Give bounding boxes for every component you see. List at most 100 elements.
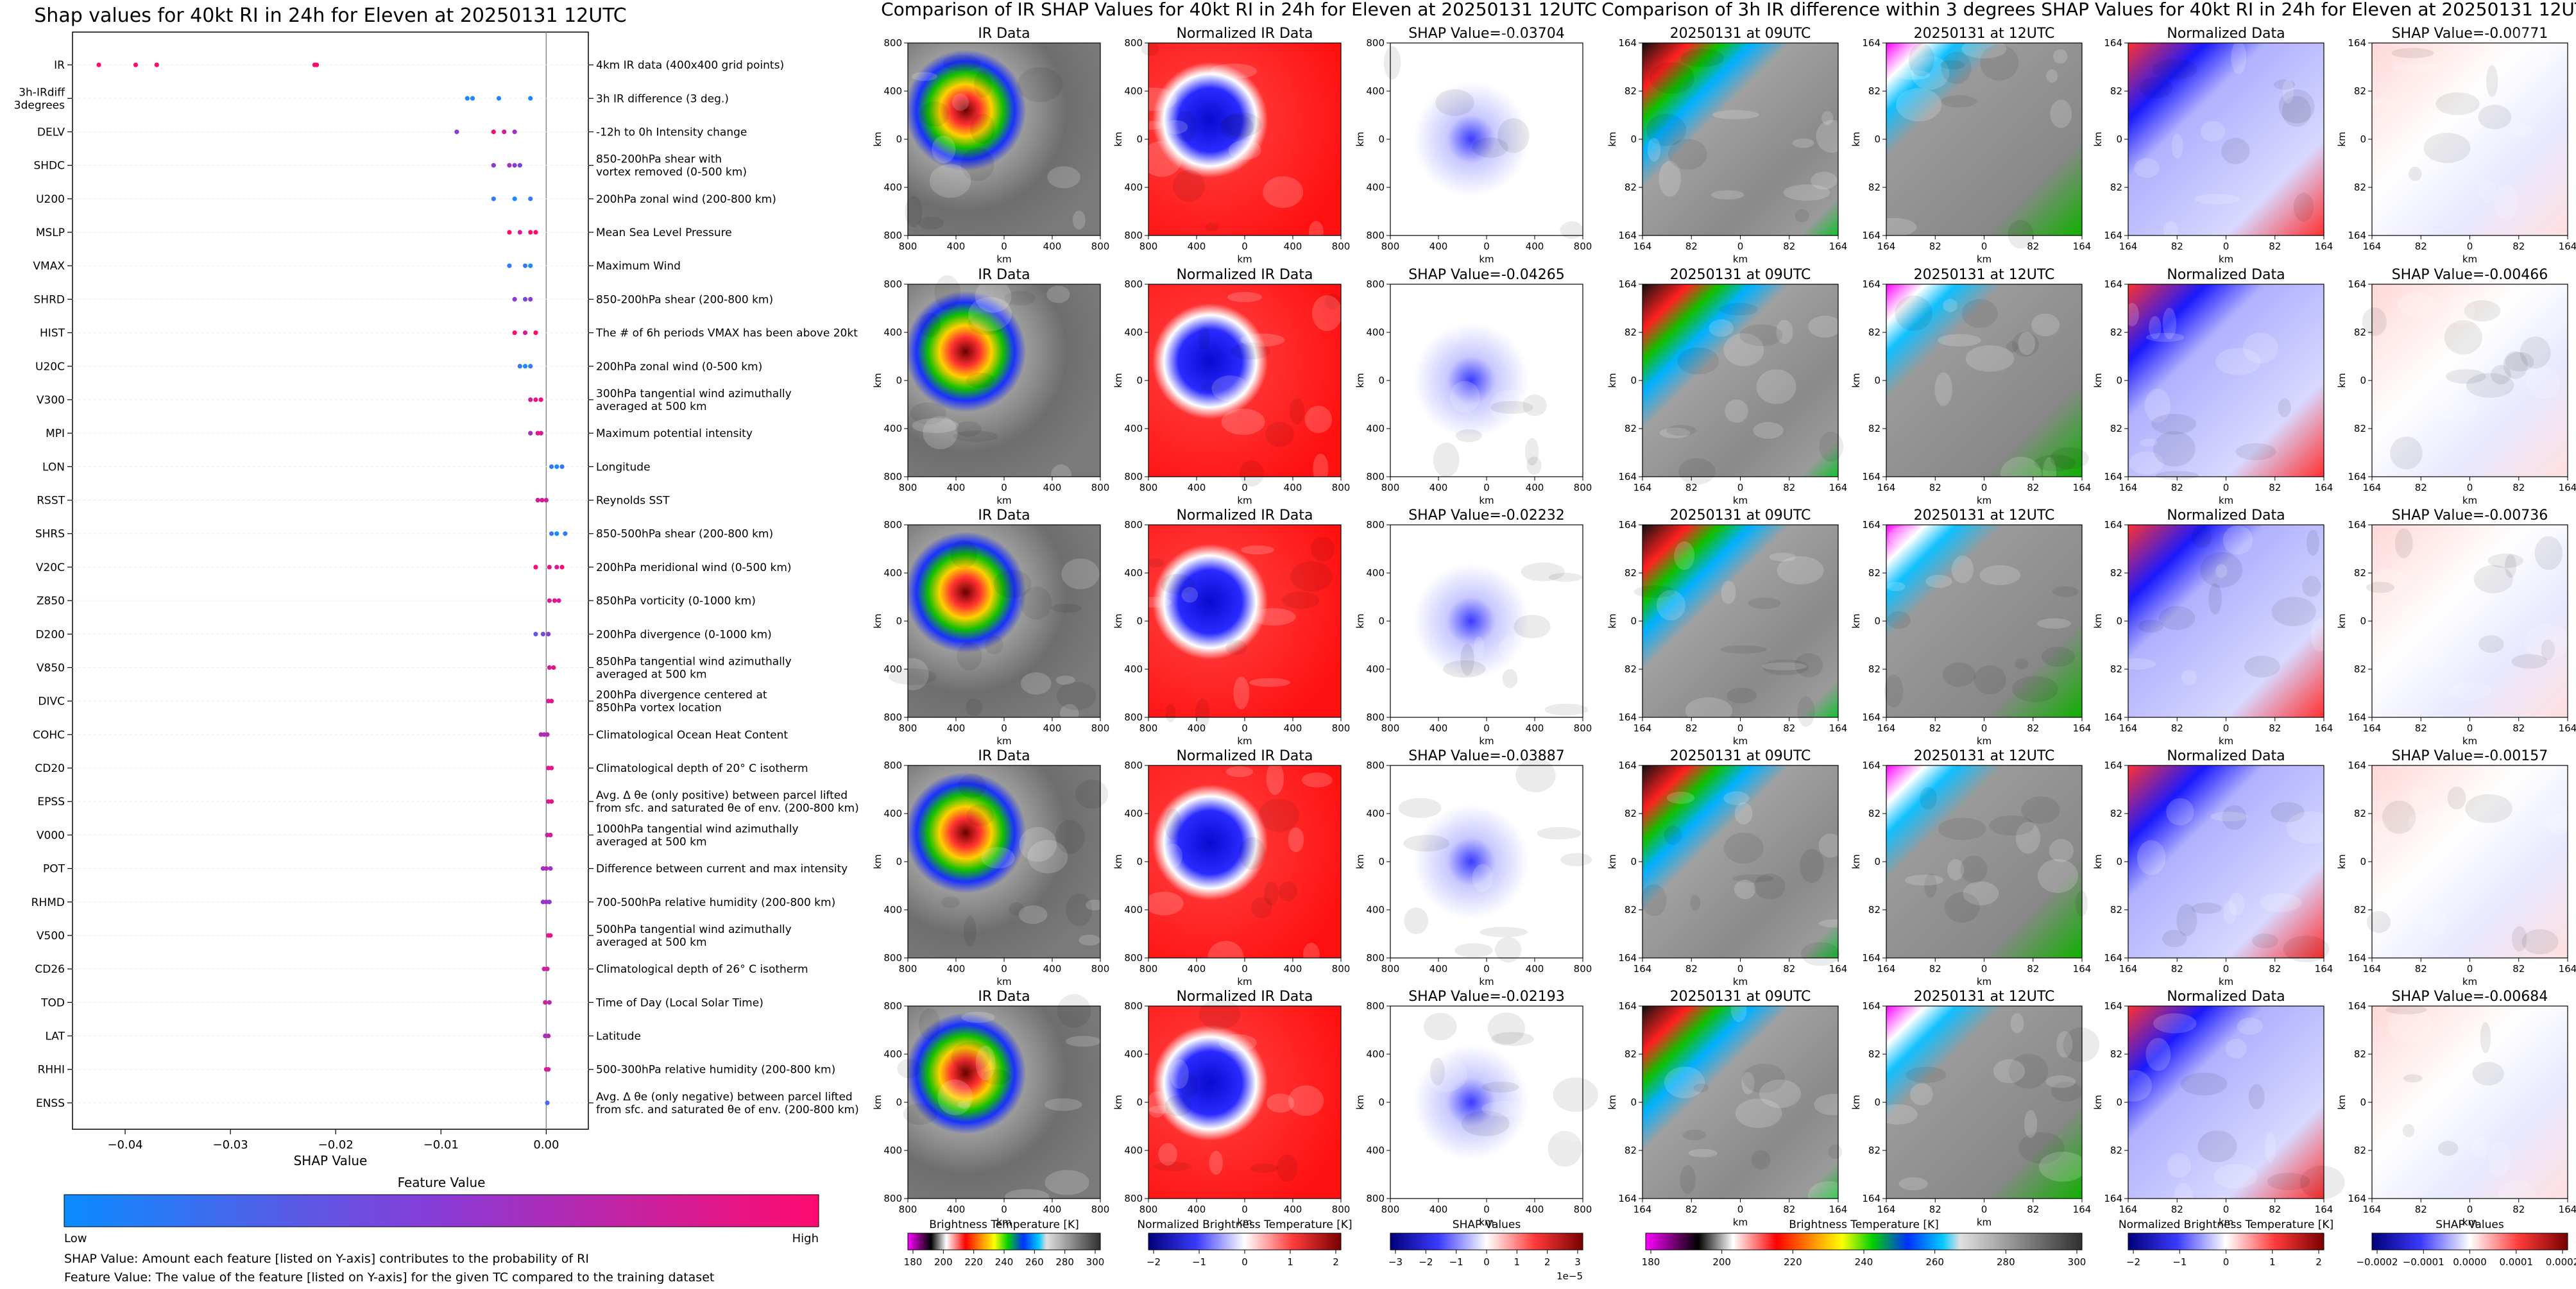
irdiff-panel-r4-c3-texture: [2488, 1141, 2511, 1177]
irdiff-panel-y-axis-label: km: [2092, 132, 2104, 146]
irdiff-panel-r1-c2-texture: [2156, 471, 2199, 480]
irdiff-panel-r3-c2-texture: [2166, 798, 2194, 826]
ir-panel-r2-c2-texture: [1544, 703, 1589, 716]
irdiff-panel-r3-c2-texture: [2228, 892, 2245, 916]
irdiff-panel-r2-c0-texture: [1633, 585, 1676, 598]
shap-point: [491, 196, 496, 201]
irdiff-panel-r3-c0-texture: [1723, 791, 1750, 805]
irdiff-panel-r0-c3-y-tick-label: 82: [2354, 85, 2366, 97]
irdiff-panel-r4-c1-x-tick-label: 82: [2027, 1204, 2039, 1215]
ir-panel-r0-c0-x-tick-label: 400: [947, 241, 966, 252]
irdiff-panel-r0-c2-texture: [2194, 194, 2240, 205]
shap-value-note: SHAP Value: Amount each feature [listed …: [64, 1252, 589, 1266]
ir-panel-r3-c1-x-tick-label: 400: [1284, 963, 1302, 975]
irdiff-panel-r0-c1-texture: [1941, 95, 1977, 108]
irdiff-panel-r1-c3-x-tick-label: 82: [2415, 482, 2427, 493]
irdiff-panel-r3-c3-x-tick-label: 164: [2363, 963, 2382, 975]
ir-panel-r4-c0-y-tick-label: 800: [883, 1000, 902, 1012]
ir-panel-r2-c2-image: [1390, 525, 1583, 717]
ir-panel-r0-c2-texture: [1472, 137, 1508, 158]
ir-panel-x-axis-label: km: [996, 735, 1011, 747]
irdiff-panel-r0-c1-texture: [1895, 88, 1942, 122]
ir-panel-x-axis-label: km: [996, 1216, 1011, 1228]
shap-feature-name-line: HIST: [40, 327, 65, 340]
shap-feature-description-line: Latitude: [596, 1030, 641, 1043]
shap-feature-name-line: MSLP: [36, 226, 65, 239]
irdiff-panel-r1-c3-texture: [2446, 369, 2486, 384]
shap-feature-name: ENSS: [36, 1097, 65, 1110]
irdiff-panel-r4-c1-x-tick-label: 0: [1981, 1204, 1988, 1215]
shap-feature-description: 850-200hPa shear (200-800 km): [596, 293, 773, 306]
irdiff-panel-r3-c0-y-tick-label: 0: [1630, 856, 1637, 867]
ir-panel-r2-c2-title: SHAP Value=-0.02232: [1408, 508, 1565, 524]
irdiff-panel-r2-c0-x-tick-label: 164: [1633, 722, 1652, 734]
ir-panel-r3-c0-texture: [963, 916, 977, 947]
shap-point: [154, 62, 159, 67]
ir-panel-r1-c2-texture: [1490, 400, 1533, 414]
shap-point: [559, 565, 565, 570]
shap-point: [542, 966, 547, 971]
irdiff-panel-x-axis-label: km: [1733, 976, 1748, 987]
irdiff-panel-r0-c1-y-tick-label: 164: [1862, 37, 1881, 49]
irdiff-panel-r0-c0-x-tick-label: 82: [1783, 241, 1795, 252]
ir-panel-r1-c0-texture: [1046, 286, 1070, 303]
irdiff-panel-r3-c3-y-tick-label: 82: [2354, 808, 2366, 819]
irdiff-panel-r1-c2-texture: [2145, 332, 2185, 342]
irdiff-panel-r0-c1-texture: [1961, 39, 2007, 59]
ir-panel-r0-c2-title: SHAP Value=-0.03704: [1408, 26, 1565, 42]
irdiff-bt-colorbar-tick-label: 200: [1712, 1256, 1731, 1268]
shap-feature-description-line: 850-200hPa shear with: [596, 153, 722, 166]
shap-feature-name: D200: [35, 628, 65, 641]
ir-panel-r4-c0-texture: [903, 1103, 937, 1125]
irdiff-panel-r1-c2-texture: [2235, 443, 2276, 461]
ir-panel-r3-c0-x-tick-label: 800: [1091, 963, 1110, 975]
ir-panel-r4-c1-texture: [1288, 1085, 1324, 1116]
irdiff-panel-x-axis-label: km: [1977, 253, 1992, 265]
irdiff-panel-r4-c2-texture: [2167, 1153, 2192, 1178]
ir-panel-r0-c2-texture: [1404, 46, 1453, 70]
irdiff-panel-r3-c1-y-tick-label: 82: [1868, 904, 1881, 916]
irdiff-panel-r4-c3-x-tick-label: 164: [2363, 1204, 2382, 1215]
irdiff-panel-r2-c3-texture: [2505, 554, 2517, 578]
irdiff-panel-r4-c0-texture: [1741, 1071, 1755, 1095]
irdiff-panel-r0-c0-texture: [1647, 137, 1661, 162]
irdiff-norm-colorbar-tick-label: 1: [2269, 1256, 2276, 1268]
shap-feature-name-line: CD20: [35, 762, 65, 775]
irdiff-panel-r3-c1-y-tick-label: 164: [1862, 952, 1881, 964]
irdiff-panel-r2-c2-texture: [2158, 606, 2196, 630]
irdiff-panel-r3-c2-x-tick-label: 164: [2119, 963, 2138, 975]
ir-panel-r1-c1-texture: [1240, 333, 1285, 347]
shap-feature-name-line: D200: [35, 628, 65, 641]
irdiff-panel-y-axis-label: km: [1607, 613, 1618, 628]
irdiff-panel-r3-c1-texture: [2021, 796, 2060, 824]
ir-panel-r3-c2-x-tick-label: 800: [1381, 963, 1400, 975]
irdiff-panel-r4-c0-texture: [1742, 1063, 1786, 1093]
irdiff-panel-r3-c2-texture: [2260, 892, 2302, 912]
irdiff-panel-x-axis-label: km: [1733, 253, 1748, 265]
irdiff-panel-r3-c2-texture: [2271, 801, 2305, 823]
ir-panel-r1-c1-texture: [1200, 382, 1222, 392]
irdiff-panel-r0-c2-image: [2128, 43, 2324, 235]
shap-point: [528, 230, 533, 235]
shap-feature-description: Latitude: [596, 1030, 641, 1043]
irdiff-panel-r4-c1-image: [1886, 1006, 2082, 1199]
irdiff-panel-r4-c1-texture: [2051, 1082, 2083, 1102]
irdiff-panel-r4-c2-texture: [2145, 1037, 2171, 1071]
irdiff-panel-r2-c2-y-tick-label: 82: [2110, 567, 2122, 579]
irdiff-panel-r2-c1-texture: [2042, 647, 2075, 667]
irdiff-panel-r4-c0-texture: [1751, 1150, 1771, 1170]
ir-panel-r3-c1-texture: [1278, 882, 1298, 901]
ir-panel-r2-c0-y-tick-label: 800: [883, 519, 902, 531]
ir-panel-r3-c1-texture: [1258, 798, 1299, 832]
ir-panel-r3-c2-texture: [1403, 835, 1449, 852]
irdiff-panel-r2-c0-texture: [1674, 541, 1695, 570]
irdiff-panel-r3-c1-texture: [2049, 839, 2074, 862]
ir-panel-r1-c2-texture: [1505, 298, 1548, 323]
irdiff-panel-r3-c3-x-tick-label: 164: [2559, 963, 2576, 975]
ir-panel-r2-c0-texture: [1061, 558, 1100, 590]
irdiff-panel-r1-c2-x-tick-label: 82: [2171, 482, 2183, 493]
ir-panel-r0-c0-texture: [960, 148, 994, 182]
irdiff-panel-r2-c2-texture: [2271, 597, 2316, 626]
irdiff-panel-r0-c3-texture: [2513, 125, 2532, 137]
irdiff-panel-x-axis-label: km: [1977, 976, 1992, 987]
